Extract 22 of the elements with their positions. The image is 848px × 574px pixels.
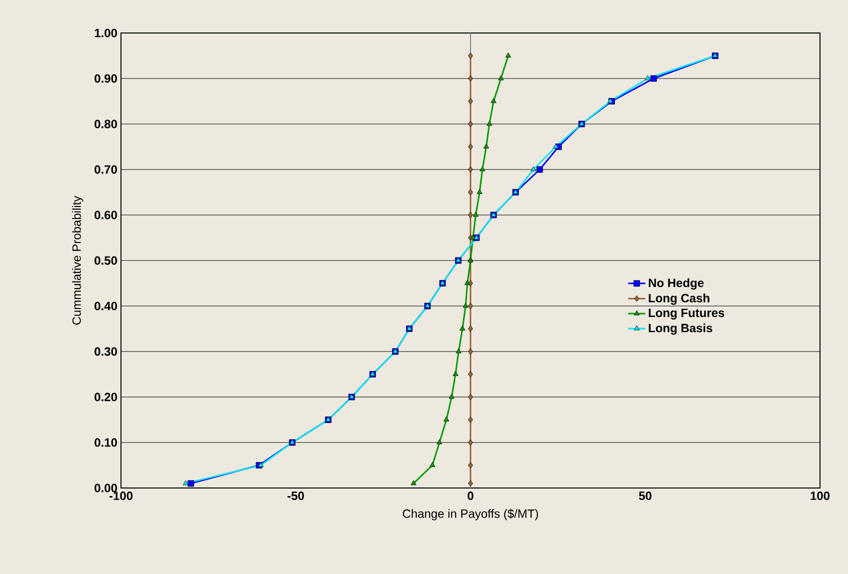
- y-axis-title: Cummulative Probability: [72, 196, 84, 325]
- x-tick-label: -100: [109, 492, 133, 500]
- y-tick-label: 0.00: [94, 484, 117, 492]
- y-tick-label: 0.50: [94, 256, 117, 265]
- x-axis-title: Change in Payoffs ($/MT): [402, 508, 538, 520]
- y-tick-label: 0.80: [94, 120, 117, 128]
- y-tick-label: 0.20: [94, 392, 117, 402]
- legend-label: Long Basis: [648, 323, 712, 335]
- y-tick-label: 0.60: [94, 210, 117, 220]
- legend-label: Long Cash: [648, 294, 710, 305]
- y-tick-label: 0.30: [94, 347, 117, 356]
- y-tick-label: 0.70: [94, 165, 117, 174]
- legend-label: Long Futures: [648, 308, 724, 320]
- y-tick-label: 0.10: [94, 438, 117, 447]
- y-tick-label: 0.40: [94, 302, 117, 310]
- x-tick-label: 50: [638, 492, 652, 500]
- y-tick-label: 1.00: [94, 28, 117, 38]
- y-tick-label: 0.90: [94, 74, 117, 83]
- x-tick-label: 100: [810, 492, 830, 500]
- x-tick-label: 0: [468, 492, 474, 500]
- legend-label: No Hedge: [648, 278, 704, 290]
- x-tick-label: -50: [288, 492, 304, 500]
